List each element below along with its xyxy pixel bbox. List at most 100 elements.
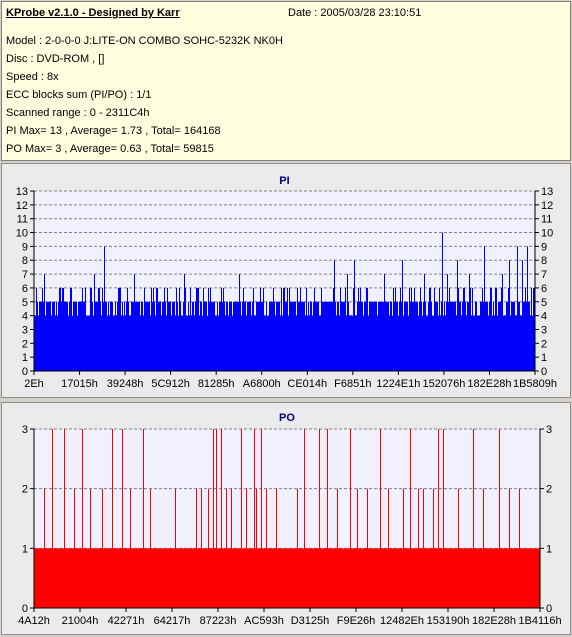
data-bar: [397, 548, 398, 608]
data-bar: [290, 548, 291, 608]
data-bar: [232, 315, 233, 371]
data-bar: [209, 301, 210, 371]
data-bar: [496, 548, 497, 608]
data-bar: [137, 301, 138, 371]
x-tick-label: AC593h: [244, 615, 284, 627]
data-bar: [88, 548, 89, 608]
data-bar: [505, 548, 506, 608]
data-bar: [344, 301, 345, 371]
data-bar: [485, 548, 486, 608]
data-bar: [282, 548, 283, 608]
data-bar: [302, 301, 303, 371]
data-bar: [158, 548, 159, 608]
data-bar: [198, 548, 199, 608]
data-bar: [123, 315, 124, 371]
data-bar: [497, 548, 498, 608]
data-bar: [132, 301, 133, 371]
data-bar: [419, 301, 420, 371]
data-bar: [136, 548, 137, 608]
data-bar: [41, 301, 42, 371]
data-bar: [116, 548, 117, 608]
x-tick-label: 4A12h: [18, 615, 50, 627]
data-bar: [451, 301, 452, 371]
data-bar: [205, 548, 206, 608]
data-bar: [121, 315, 122, 371]
data-bar: [280, 315, 281, 371]
data-bar: [319, 429, 320, 608]
data-bar: [427, 315, 428, 371]
data-bar: [151, 287, 152, 371]
data-bar: [405, 301, 406, 371]
data-bar: [118, 287, 119, 371]
data-bar: [353, 287, 354, 371]
data-bar: [196, 287, 197, 371]
data-bar: [109, 548, 110, 608]
data-bar: [104, 548, 105, 608]
data-bar: [364, 548, 365, 608]
data-bar: [99, 287, 100, 371]
data-bar: [463, 287, 464, 371]
data-bar: [71, 548, 72, 608]
data-bar: [432, 315, 433, 371]
data-bar: [67, 548, 68, 608]
data-bar: [60, 287, 61, 371]
data-bar: [293, 548, 294, 608]
data-bar: [36, 287, 37, 371]
data-bar: [529, 548, 530, 608]
data-bar: [361, 548, 362, 608]
data-bar: [523, 548, 524, 608]
data-bar: [281, 548, 282, 608]
data-bar: [130, 315, 131, 371]
data-bar: [342, 548, 343, 608]
data-bar: [394, 548, 395, 608]
data-bar: [442, 232, 443, 371]
x-tick-label: 81285h: [198, 378, 235, 390]
data-bar: [236, 548, 237, 608]
data-bar: [480, 301, 481, 371]
data-bar: [503, 548, 504, 608]
data-bar: [329, 301, 330, 371]
data-bar: [184, 274, 185, 371]
data-bar: [402, 548, 403, 608]
data-bar: [515, 315, 516, 371]
data-bar: [377, 548, 378, 608]
data-bar: [311, 548, 312, 608]
data-bar: [306, 287, 307, 371]
data-bar: [230, 301, 231, 371]
data-bar: [113, 315, 114, 371]
data-bar: [252, 301, 253, 371]
data-bar: [433, 488, 434, 608]
data-bar: [288, 315, 289, 371]
data-bar: [142, 301, 143, 371]
data-bar: [396, 301, 397, 371]
data-bar: [143, 429, 144, 608]
data-bar: [448, 548, 449, 608]
data-bar: [57, 315, 58, 371]
data-bar: [411, 287, 412, 371]
data-bar: [276, 488, 277, 608]
data-bar: [250, 301, 251, 371]
data-bar: [135, 548, 136, 608]
data-bar: [243, 548, 244, 608]
data-bar: [529, 301, 530, 371]
info-po-summary: PO Max= 3 , Average= 0.63 , Total= 59815: [6, 143, 214, 155]
data-bar: [183, 548, 184, 608]
chart-title: PI: [279, 175, 289, 187]
data-bar: [110, 301, 111, 371]
data-bar: [72, 315, 73, 371]
data-bar: [283, 548, 284, 608]
data-bar: [408, 315, 409, 371]
data-bar: [218, 315, 219, 371]
data-bar: [440, 548, 441, 608]
data-bar: [102, 488, 103, 608]
data-bar: [421, 548, 422, 608]
data-bar: [288, 548, 289, 608]
data-bar: [521, 548, 522, 608]
data-bar: [90, 287, 91, 371]
data-bar: [313, 301, 314, 371]
data-bar: [368, 548, 369, 608]
y-tick-label: 1: [22, 352, 28, 364]
data-bar: [370, 301, 371, 371]
data-bar: [249, 548, 250, 608]
data-bar: [528, 301, 529, 371]
